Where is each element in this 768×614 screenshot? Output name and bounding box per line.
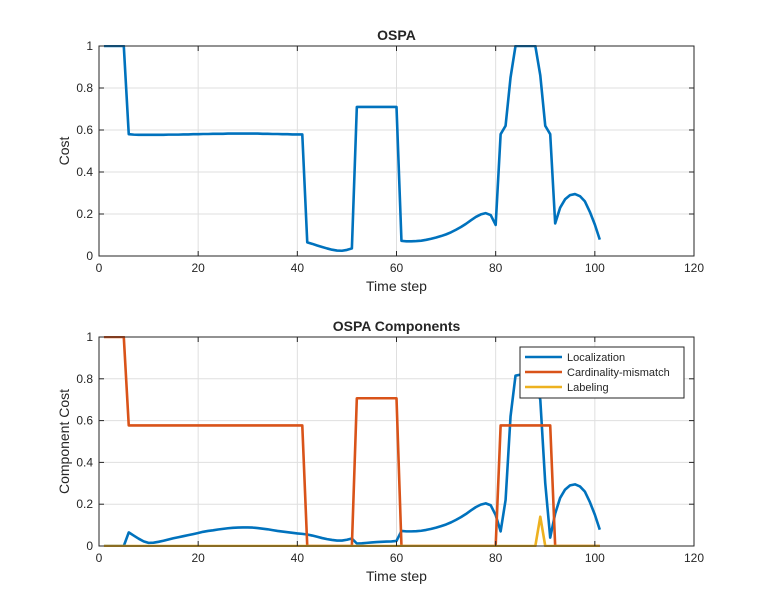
y-tick-label: 1 [86, 330, 93, 344]
y-tick-label: 0.8 [76, 81, 93, 95]
y-tick-label: 0.6 [76, 123, 93, 137]
x-tick-label: 80 [489, 261, 503, 275]
y-axis-label: Cost [56, 137, 72, 166]
x-tick-label: 20 [191, 551, 205, 565]
x-axis-label: Time step [366, 568, 427, 584]
x-tick-label: 0 [96, 551, 103, 565]
x-tick-label: 60 [390, 261, 404, 275]
legend: Localization Cardinality-mismatch Labeling [519, 346, 685, 399]
y-tick-label: 0.4 [76, 165, 93, 179]
x-tick-label: 0 [96, 261, 103, 275]
x-tick-label: 100 [585, 551, 605, 565]
ospa-axes: 0 20 40 60 80 100 120 0 0.2 0.4 0.6 0.8 1 OSPA Time st… [56, 27, 704, 294]
chart-title: OSPA Components [333, 318, 461, 334]
y-tick-label: 0.2 [76, 207, 93, 221]
y-tick-label: 0 [86, 249, 93, 263]
y-tick-label: 0.6 [76, 414, 93, 428]
x-tick-label: 60 [390, 551, 404, 565]
x-tick-label: 20 [191, 261, 205, 275]
legend-entry: Labeling [567, 382, 609, 394]
legend-entry: Localization [567, 352, 625, 364]
y-tick-label: 0.4 [76, 455, 93, 469]
x-tick-label: 100 [585, 261, 605, 275]
ospa-components-axes: 0 20 40 60 80 100 120 0 0.2 0.4 0.6 0.8 1 OSPA Compon… [56, 318, 704, 584]
legend-entry: Cardinality-mismatch [567, 367, 670, 379]
y-tick-label: 0 [86, 539, 93, 553]
x-tick-label: 120 [684, 551, 704, 565]
y-tick-label: 0.2 [76, 497, 93, 511]
chart-title: OSPA [377, 27, 416, 43]
x-tick-label: 40 [291, 261, 305, 275]
x-tick-label: 120 [684, 261, 704, 275]
y-tick-label: 0.8 [76, 372, 93, 386]
y-tick-label: 1 [86, 39, 93, 53]
x-tick-label: 40 [291, 551, 305, 565]
y-axis-label: Component Cost [56, 389, 72, 494]
x-axis-label: Time step [366, 278, 427, 294]
x-tick-label: 80 [489, 551, 503, 565]
